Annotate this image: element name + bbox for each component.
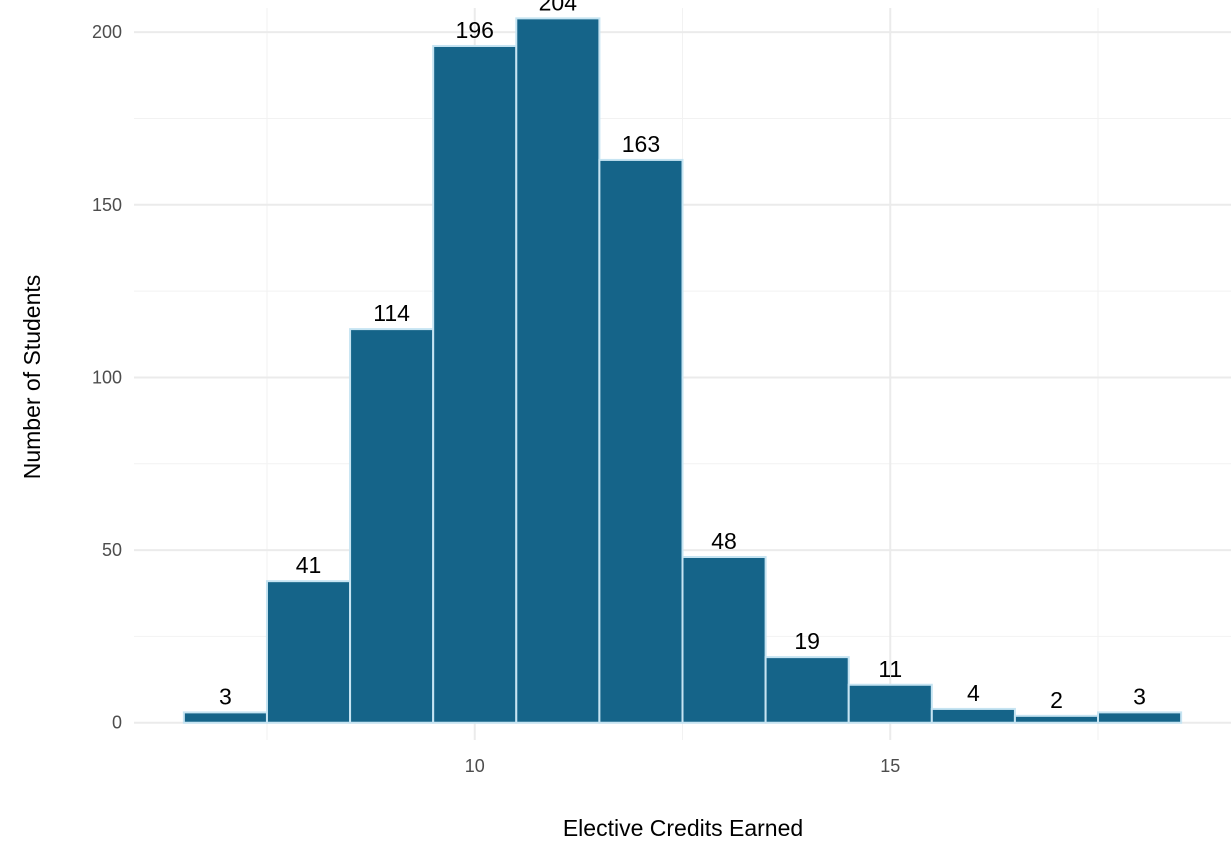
y-axis-tick-labels: 0 50 100 150 200 bbox=[92, 22, 122, 733]
x-axis-tick-labels: 10 15 bbox=[465, 756, 901, 776]
histogram-bar bbox=[598, 158, 684, 724]
bar-value-label: 4 bbox=[967, 680, 980, 706]
bar-value-label: 48 bbox=[711, 528, 737, 554]
histogram-bar bbox=[432, 44, 518, 724]
histogram-bar bbox=[847, 683, 933, 724]
x-tick-label: 15 bbox=[880, 756, 900, 776]
bar-value-label: 163 bbox=[622, 131, 660, 157]
bar-value-label: 11 bbox=[878, 656, 902, 682]
histogram-bar bbox=[182, 711, 268, 724]
y-tick-label: 150 bbox=[92, 195, 122, 215]
histogram-bar bbox=[930, 707, 1016, 724]
histogram-bar bbox=[265, 580, 352, 724]
bar-value-label: 204 bbox=[539, 0, 578, 15]
histogram-bar bbox=[1097, 711, 1183, 724]
x-axis-title: Elective Credits Earned bbox=[563, 815, 803, 841]
y-tick-label: 100 bbox=[92, 367, 122, 387]
histogram-bar bbox=[681, 556, 767, 724]
y-tick-label: 200 bbox=[92, 22, 122, 42]
y-tick-label: 50 bbox=[102, 540, 122, 560]
bar-value-label: 114 bbox=[373, 300, 410, 326]
bar-value-label: 41 bbox=[296, 552, 322, 578]
histogram-bars bbox=[182, 17, 1183, 724]
x-tick-label: 10 bbox=[465, 756, 485, 776]
histogram-bar bbox=[764, 656, 850, 724]
bar-value-label: 3 bbox=[219, 683, 232, 709]
bar-value-label: 19 bbox=[794, 628, 820, 654]
bar-value-label: 196 bbox=[456, 17, 494, 43]
y-tick-label: 0 bbox=[112, 713, 122, 733]
bar-value-label: 2 bbox=[1050, 687, 1063, 713]
histogram-bar bbox=[515, 17, 601, 724]
bar-value-label: 3 bbox=[1133, 683, 1146, 709]
histogram-bar bbox=[1013, 714, 1100, 724]
y-axis-title: Number of Students bbox=[19, 275, 45, 480]
histogram-bar bbox=[349, 328, 435, 724]
